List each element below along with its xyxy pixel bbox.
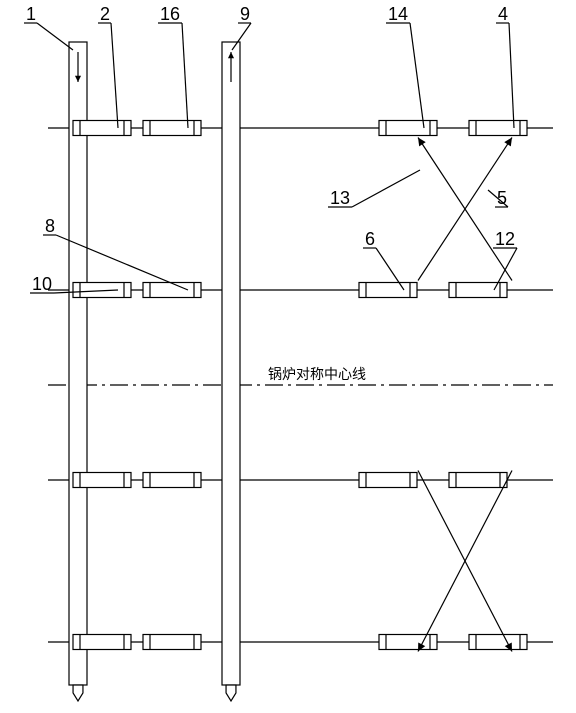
label-9: 9 [240, 4, 250, 24]
header-2 [73, 121, 131, 136]
header-4 [469, 121, 527, 136]
header-14 [379, 121, 437, 136]
label-1: 1 [26, 4, 36, 24]
header-10 [73, 283, 131, 298]
label-8: 8 [45, 216, 55, 236]
label-10: 10 [32, 274, 52, 294]
riser-pipe [222, 42, 240, 685]
downcomer-pipe-tip [73, 685, 83, 701]
label-6: 6 [365, 229, 375, 249]
downcomer-pipe [69, 42, 87, 685]
label-16: 16 [160, 4, 180, 24]
header-row5-a [73, 635, 131, 650]
label-13: 13 [330, 188, 350, 208]
header-row5-b [143, 635, 201, 650]
leader-14 [410, 23, 424, 128]
leader-9 [232, 23, 251, 50]
label-4: 4 [498, 4, 508, 24]
header-12 [449, 283, 507, 298]
header-16 [143, 121, 201, 136]
label-14: 14 [388, 4, 408, 24]
header-row4-c [359, 473, 417, 488]
header-row5-c [379, 635, 437, 650]
leader-13 [352, 170, 420, 207]
label-2: 2 [100, 4, 110, 24]
label-12: 12 [495, 229, 515, 249]
leader-4 [509, 23, 514, 128]
header-row4-d [449, 473, 507, 488]
header-8 [143, 283, 201, 298]
leader-16 [182, 23, 188, 128]
leader-1 [37, 23, 73, 50]
riser-pipe-tip [226, 685, 236, 701]
centerline-label: 锅炉对称中心线 [268, 367, 366, 383]
header-6 [359, 283, 417, 298]
header-row5-d [469, 635, 527, 650]
leader-2 [111, 23, 118, 128]
header-row4-b [143, 473, 201, 488]
header-row4-a [73, 473, 131, 488]
